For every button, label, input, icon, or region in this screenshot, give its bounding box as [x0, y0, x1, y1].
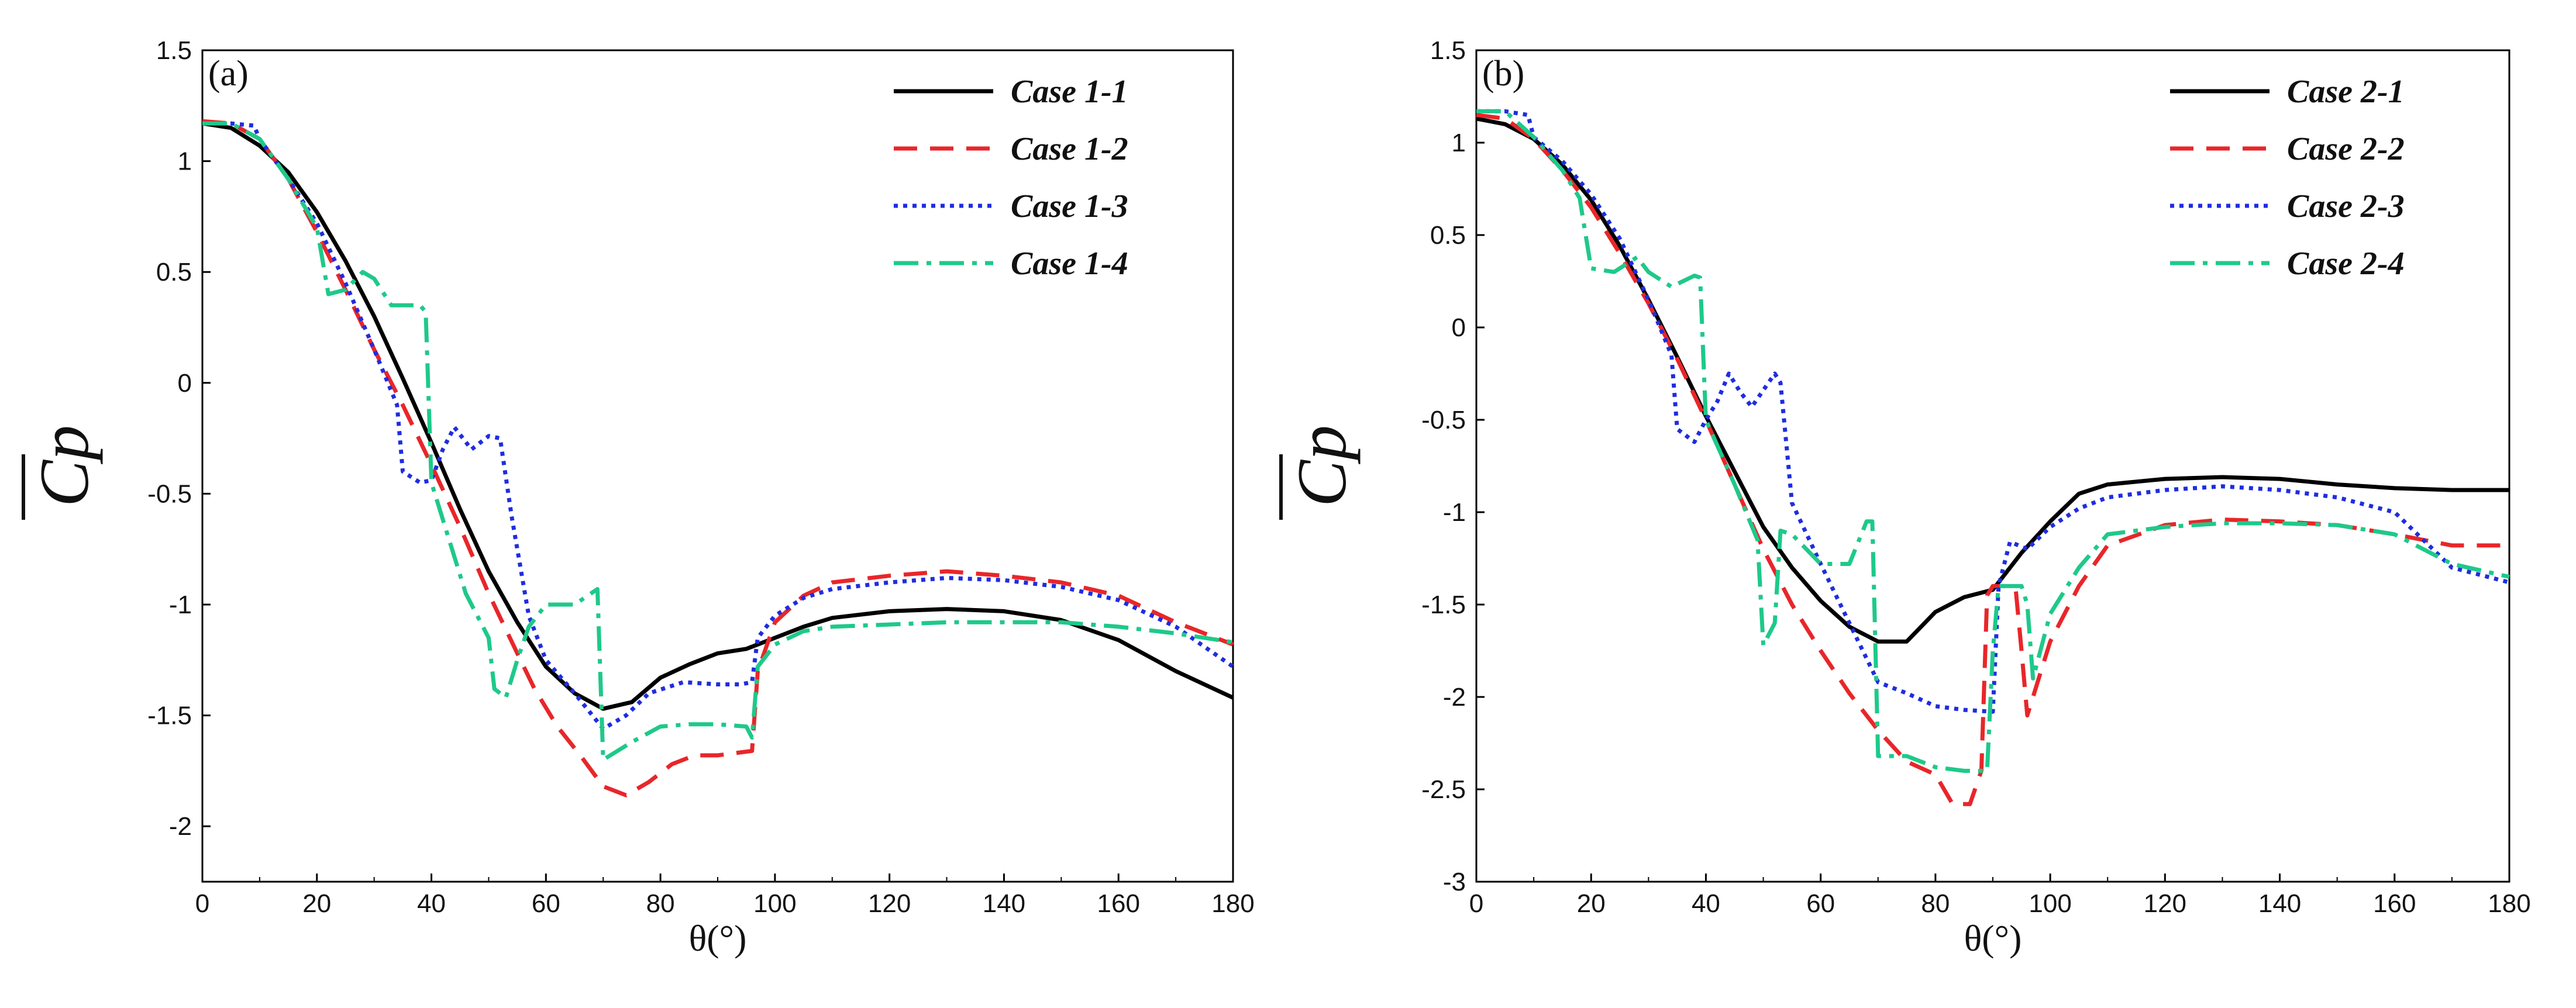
y-axis-label-b: Cp	[1283, 425, 1361, 507]
y-tick-label: -0.5	[1421, 406, 1466, 434]
x-axis-label-b: θ(°)	[1964, 917, 2022, 959]
x-tick-label: 40	[1692, 889, 1720, 918]
series-line-a-4	[202, 121, 1234, 762]
series-group-b	[1476, 109, 2510, 806]
y-tick-label: 0.5	[1430, 221, 1466, 250]
x-tick-label: 120	[868, 889, 911, 918]
x-axis-label-a: θ(°)	[689, 917, 747, 959]
y-axis-ticks-b: 1.5 1 0.5 0 -0.5 -1 -1.5 -2 -2.5 -3	[1421, 36, 1485, 896]
legend-entry: Case 1-3	[1011, 188, 1128, 225]
x-tick-label: 60	[532, 889, 560, 918]
x-tick-label: 80	[1921, 889, 1950, 918]
x-tick-label: 140	[2258, 889, 2301, 918]
plot-frame-b	[1475, 49, 2510, 883]
y-tick-label: -3	[1443, 868, 1466, 896]
x-tick-label: 60	[1806, 889, 1835, 918]
x-tick-label: 160	[1097, 889, 1140, 918]
series-line-b-3	[1476, 109, 2510, 714]
x-tick-label: 0	[1469, 889, 1483, 918]
y-tick-label: -0.5	[147, 479, 192, 508]
y-axis-label-group-a: Cp	[22, 425, 103, 520]
y-tick-label: 1.5	[156, 36, 192, 65]
x-tick-label: 120	[2144, 889, 2186, 918]
x-axis-ticks-b: 0 20 40 60 80 100 120 140 160 180	[1469, 874, 2531, 918]
panel-label-b: (b)	[1482, 54, 1524, 94]
y-axis-label-a: Cp	[25, 425, 103, 507]
series-line-b-2	[1476, 113, 2509, 806]
y-axis-label-group-b: Cp	[1279, 425, 1361, 520]
y-tick-label: 0	[1452, 313, 1466, 342]
series-line-b-4	[1476, 109, 2510, 773]
y-axis-ticks-a: 1.5 1 0.5 0 -0.5 -1 -1.5 -2	[147, 36, 211, 841]
legend-entry: Case 1-1	[1011, 74, 1128, 110]
chart-panel-b: 0 20 40 60 80 100 120 140 160 180 1.5 1 0.5 0 -0.5 -1 -…	[1279, 36, 2531, 959]
legend-entry: Case 2-3	[2287, 188, 2405, 225]
series-line-a-1	[202, 121, 1234, 711]
y-tick-label: 1	[178, 147, 192, 176]
x-tick-label: 100	[2029, 889, 2071, 918]
legend-a: Case 1-1 Case 1-2 Case 1-3 Case 1-4	[894, 74, 1128, 282]
x-tick-label: 100	[753, 889, 796, 918]
x-tick-label: 180	[1211, 889, 1254, 918]
x-tick-label: 0	[195, 889, 209, 918]
y-tick-label: -1	[169, 591, 192, 619]
legend-entry: Case 2-4	[2287, 246, 2405, 282]
x-tick-label: 20	[302, 889, 331, 918]
y-tick-label: -1.5	[1421, 591, 1466, 619]
legend-entry: Case 2-1	[2287, 74, 2405, 110]
x-tick-label: 80	[646, 889, 675, 918]
y-tick-label: -2	[1443, 683, 1466, 712]
series-group-a	[202, 119, 1235, 798]
panel-label-a: (a)	[208, 54, 249, 94]
y-tick-label: 0	[178, 369, 192, 398]
y-tick-label: -1.5	[147, 702, 192, 730]
x-tick-label: 40	[417, 889, 446, 918]
y-tick-label: 1.5	[1430, 36, 1466, 65]
x-tick-label: 160	[2373, 889, 2416, 918]
legend-entry: Case 2-2	[2287, 131, 2405, 167]
series-line-b-1	[1476, 116, 2509, 644]
x-tick-label: 20	[1577, 889, 1606, 918]
x-tick-label: 180	[2488, 889, 2530, 918]
y-tick-label: 0.5	[156, 258, 192, 286]
y-tick-label: -2	[169, 812, 192, 841]
y-tick-label: -1	[1443, 498, 1466, 527]
x-tick-label: 140	[983, 889, 1025, 918]
y-tick-label: -2.5	[1421, 775, 1466, 804]
y-tick-label: 1	[1452, 129, 1466, 157]
legend-b: Case 2-1 Case 2-2 Case 2-3 Case 2-4	[2170, 74, 2405, 282]
legend-entry: Case 1-4	[1011, 246, 1128, 282]
legend-entry: Case 1-2	[1011, 131, 1128, 167]
chart-panel-a: 0 20 40 60 80 100 120 140 160 180 1.5 1 0.5 0 -0.5 -1 -…	[22, 36, 1255, 959]
x-axis-ticks-a: 0 20 40 60 80 100 120 140 160 180	[195, 874, 1255, 918]
